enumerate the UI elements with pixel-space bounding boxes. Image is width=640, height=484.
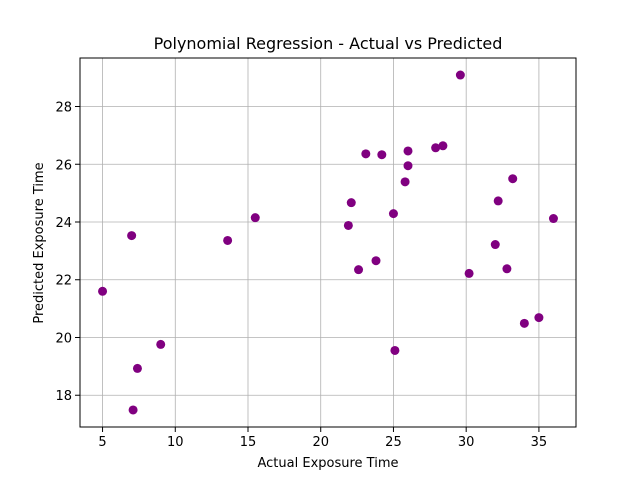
data-point bbox=[354, 265, 364, 275]
data-point bbox=[346, 198, 356, 208]
y-tick-label: 20 bbox=[55, 331, 72, 346]
data-point bbox=[493, 196, 503, 206]
x-tick-label: 20 bbox=[312, 435, 329, 450]
data-point bbox=[250, 213, 260, 223]
data-point bbox=[223, 235, 233, 245]
data-point bbox=[502, 264, 512, 274]
x-tick-label: 15 bbox=[240, 435, 257, 450]
y-tick-label: 18 bbox=[55, 389, 72, 404]
data-point bbox=[400, 177, 410, 187]
y-tick-label: 22 bbox=[55, 274, 72, 289]
data-point bbox=[548, 214, 558, 224]
data-point bbox=[343, 220, 353, 230]
data-point bbox=[464, 268, 474, 278]
data-point bbox=[371, 256, 381, 266]
plot-frame bbox=[79, 57, 577, 428]
data-point bbox=[519, 318, 529, 328]
data-point bbox=[377, 150, 387, 160]
points-layer bbox=[98, 70, 558, 415]
data-point bbox=[128, 405, 138, 415]
data-point bbox=[390, 345, 400, 355]
data-point bbox=[490, 240, 500, 250]
x-tick-label: 25 bbox=[385, 435, 402, 450]
x-tick-label: 10 bbox=[167, 435, 184, 450]
data-point bbox=[508, 174, 518, 184]
data-point bbox=[431, 143, 441, 153]
y-tick-label: 26 bbox=[55, 158, 72, 173]
data-point bbox=[403, 161, 413, 171]
x-axis-label: Actual Exposure Time bbox=[258, 456, 399, 471]
data-point bbox=[534, 313, 544, 323]
chart-title: Polynomial Regression - Actual vs Predic… bbox=[154, 34, 503, 53]
x-tick-label: 5 bbox=[98, 435, 106, 450]
data-point bbox=[388, 209, 398, 219]
data-point bbox=[455, 70, 465, 80]
ticks-layer: 5 10 15 20 25 30 35 18 20 22 24 26 28 bbox=[55, 101, 547, 450]
data-point bbox=[403, 146, 413, 156]
data-point bbox=[98, 286, 108, 296]
data-point bbox=[127, 231, 137, 241]
x-tick-label: 35 bbox=[531, 435, 548, 450]
data-point bbox=[361, 149, 371, 159]
y-tick-label: 28 bbox=[55, 101, 72, 116]
data-point bbox=[156, 339, 166, 349]
grid-layer bbox=[80, 58, 576, 427]
x-tick-label: 30 bbox=[458, 435, 475, 450]
y-tick-label: 24 bbox=[55, 216, 72, 231]
data-point bbox=[132, 363, 142, 373]
y-axis-label: Predicted Exposure Time bbox=[32, 162, 47, 323]
data-point bbox=[438, 141, 448, 151]
